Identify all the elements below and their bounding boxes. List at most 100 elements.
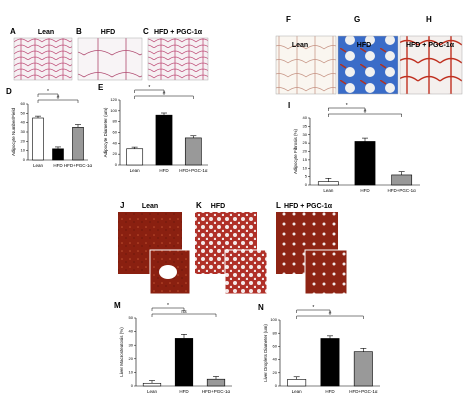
significance-mark: * [312, 305, 314, 311]
histology-image [399, 35, 463, 95]
y-tick-label: 50 [21, 110, 26, 115]
y-tick-label: 30 [303, 132, 308, 137]
y-tick-label: 0 [275, 383, 278, 388]
image-panels [13, 35, 463, 295]
y-tick-label: 40 [113, 140, 118, 145]
significance-mark: * [346, 103, 348, 109]
panel-label: L [276, 201, 281, 210]
histology-inset [224, 249, 268, 295]
image-title: Lean [292, 42, 308, 49]
x-tick-label: HFD [360, 188, 370, 193]
y-tick-label: 60 [273, 343, 278, 348]
y-tick-label: 20 [303, 149, 308, 154]
bar [52, 148, 64, 161]
significance-mark: # [364, 109, 367, 115]
vessel [159, 265, 177, 279]
panel-label: N [258, 303, 264, 312]
significance-bracket [328, 113, 402, 117]
y-axis-label: Liver Droplets Diameter (um) [263, 324, 268, 382]
y-tick-label: 20 [273, 370, 278, 375]
panel-label: A [10, 27, 16, 36]
significance-bracket [151, 307, 185, 311]
y-tick-label: 20 [113, 151, 118, 156]
bar [142, 382, 162, 387]
x-tick-label: HFD+PGC-1α [179, 168, 208, 173]
y-tick-label: 0 [305, 182, 308, 187]
significance-mark: # [163, 91, 166, 97]
x-tick-label: HFD [159, 168, 169, 173]
panel-label: B [76, 27, 82, 36]
y-tick-label: 10 [303, 165, 308, 170]
y-tick-label: 0 [23, 157, 26, 162]
y-tick-label: 15 [303, 157, 308, 162]
significance-bracket [296, 315, 364, 319]
bar [155, 114, 173, 166]
significance-bracket [37, 93, 59, 97]
panel-label: G [354, 15, 360, 24]
y-tick-label: 80 [273, 330, 278, 335]
histology-image [77, 37, 143, 81]
y-axis-label: Adipocyte Diameter (um) [103, 107, 108, 157]
histology-image [337, 35, 399, 95]
x-tick-label: Lean [33, 163, 44, 168]
y-tick-label: 35 [303, 123, 308, 128]
image-title: HFD [357, 42, 371, 49]
x-tick-label: HFD [325, 389, 335, 394]
image-title: HFD + PGC-1α [154, 29, 203, 36]
significance-mark: * [148, 85, 150, 91]
y-axis-label: Adipocyte Fibrosis (%) [293, 128, 298, 174]
y-tick-label: 20 [129, 356, 134, 361]
significance-mark: # [329, 311, 332, 317]
bar [317, 181, 339, 186]
x-tick-label: HFD+PGC-1α [64, 163, 93, 168]
panel-label: H [426, 15, 432, 24]
histology-image [275, 35, 337, 95]
y-tick-label: 30 [21, 129, 26, 134]
y-tick-label: 40 [21, 120, 26, 125]
significance-bracket [134, 89, 165, 93]
y-tick-label: 120 [110, 97, 117, 102]
y-tick-label: 60 [113, 130, 118, 135]
histology-image [147, 37, 209, 81]
histology-inset [304, 249, 348, 295]
bar [354, 141, 376, 186]
bar [353, 351, 373, 387]
panel-label: K [196, 201, 202, 210]
significance-mark: * [47, 89, 49, 95]
significance-mark: # [57, 95, 60, 101]
y-tick-label: 0 [131, 383, 134, 388]
y-tick-label: 10 [21, 148, 26, 153]
panel-label: I [288, 101, 290, 110]
image-title: Lean [38, 29, 54, 36]
x-tick-label: HFD [53, 163, 63, 168]
bar [72, 127, 84, 161]
bar [174, 338, 194, 387]
x-tick-label: Lean [292, 389, 303, 394]
x-tick-label: HFD [179, 389, 189, 394]
image-title: HFD [101, 29, 115, 36]
y-tick-label: 5 [305, 174, 308, 179]
image-title: HFD + PGC-1α [284, 203, 333, 210]
histology-image [13, 37, 73, 81]
image-title: HFD [211, 203, 225, 210]
y-tick-label: 100 [110, 108, 117, 113]
y-tick-label: 80 [113, 119, 118, 124]
bar [206, 378, 226, 387]
y-tick-label: 10 [129, 369, 134, 374]
x-tick-label: Lean [323, 188, 334, 193]
y-tick-label: 40 [273, 357, 278, 362]
y-axis-label: Adipocyte Number/Field [11, 107, 16, 156]
bar [320, 338, 340, 387]
y-tick-label: 40 [129, 329, 134, 334]
significance-bracket [134, 95, 194, 99]
bar [391, 174, 413, 186]
y-tick-label: 25 [303, 140, 308, 145]
significance-bracket [151, 313, 217, 317]
bar [126, 148, 144, 166]
panel-label: C [143, 27, 149, 36]
significance-bracket [328, 107, 366, 111]
significance-mark: * [167, 303, 169, 309]
y-tick-label: 30 [129, 342, 134, 347]
image-title: Lean [142, 203, 158, 210]
